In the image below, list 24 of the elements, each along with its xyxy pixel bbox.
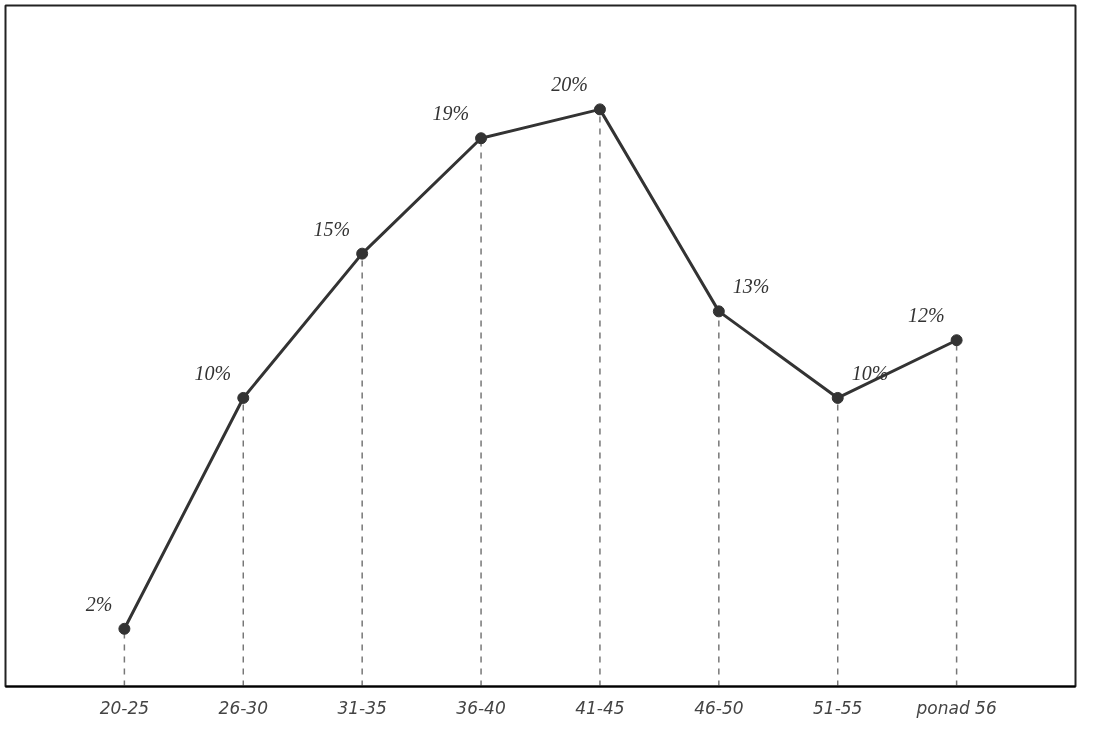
x-tick-label: 20-25: [99, 697, 150, 718]
x-tick-label: 36-40: [456, 697, 506, 718]
point: [950, 334, 963, 347]
point: [356, 247, 369, 260]
point: [118, 622, 131, 635]
point: [831, 391, 844, 404]
point: [475, 132, 488, 145]
point: [712, 305, 725, 318]
data-label: 12%: [907, 304, 945, 327]
x-tick-label: ponad 56: [915, 697, 997, 718]
point: [593, 103, 606, 116]
data-label: 13%: [732, 275, 770, 298]
data-label: 10%: [851, 361, 889, 384]
x-tick-label: 41-45: [575, 697, 625, 718]
data-label: 2%: [85, 592, 113, 615]
data-label: 19%: [432, 102, 470, 125]
x-tick-label: 51-55: [813, 697, 863, 718]
data-label: 15%: [313, 217, 351, 240]
x-tick-label: 31-35: [337, 697, 387, 718]
point: [237, 391, 250, 404]
data-label: 10%: [194, 361, 232, 384]
x-tick-label: 46-50: [694, 697, 744, 718]
data-label: 20%: [551, 73, 588, 96]
x-tick-label: 26-30: [218, 697, 268, 718]
